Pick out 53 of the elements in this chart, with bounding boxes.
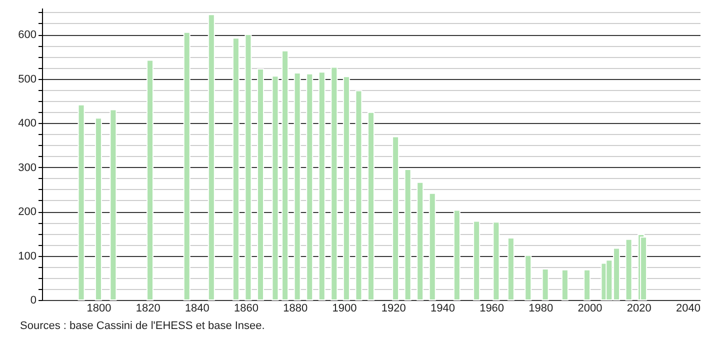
bar <box>492 222 500 300</box>
bar <box>342 76 350 300</box>
x-tick-label: 1980 <box>528 302 554 314</box>
y-tick-label: 100 <box>18 250 36 262</box>
x-tick-label: 1900 <box>332 302 357 314</box>
bar <box>355 90 362 300</box>
bar <box>110 109 117 300</box>
x-tick-label: 2000 <box>578 302 602 314</box>
bar <box>282 50 289 300</box>
bar <box>625 238 632 300</box>
bar <box>453 210 460 300</box>
bar <box>146 60 154 300</box>
x-tick-label: 1860 <box>234 302 259 314</box>
y-tick-label: 600 <box>18 29 36 42</box>
y-tick-label: 0 <box>30 294 36 306</box>
bar <box>183 32 190 300</box>
bar <box>306 73 314 300</box>
y-tick-label: 200 <box>18 206 36 218</box>
x-tick-label: 1920 <box>381 302 406 314</box>
y-tick-label: 500 <box>18 73 36 86</box>
bar <box>404 168 412 300</box>
bar <box>542 268 549 300</box>
bar <box>368 112 374 300</box>
y-tick-label: 300 <box>18 162 36 174</box>
bar <box>392 136 400 300</box>
bar <box>272 76 279 300</box>
y-tick-label: 400 <box>18 118 36 130</box>
bar <box>561 269 568 300</box>
x-tick-label: 1800 <box>86 302 112 314</box>
bar <box>208 14 215 300</box>
x-tick-label: 1880 <box>283 302 308 314</box>
bar <box>94 118 102 300</box>
bar <box>244 34 252 300</box>
bar <box>584 269 591 300</box>
bar <box>507 238 514 300</box>
bar <box>78 104 85 300</box>
x-tick-label: 2020 <box>626 302 652 314</box>
bar <box>232 38 240 300</box>
x-tick-label: 1940 <box>430 302 455 314</box>
bar <box>257 68 264 300</box>
x-tick-label: 1820 <box>136 302 160 314</box>
x-tick-label: 1840 <box>184 302 210 314</box>
source-note: Sources : base Cassini de l'EHESS et base Insee. <box>20 320 265 332</box>
bar <box>524 254 532 300</box>
x-tick-label: 2040 <box>676 302 700 314</box>
x-tick-label: 1960 <box>480 302 504 314</box>
bar <box>640 236 648 300</box>
bar <box>330 66 338 300</box>
bar <box>428 192 436 300</box>
bar <box>294 72 301 300</box>
bar <box>473 220 480 300</box>
bar <box>416 182 424 300</box>
bar <box>318 72 326 300</box>
